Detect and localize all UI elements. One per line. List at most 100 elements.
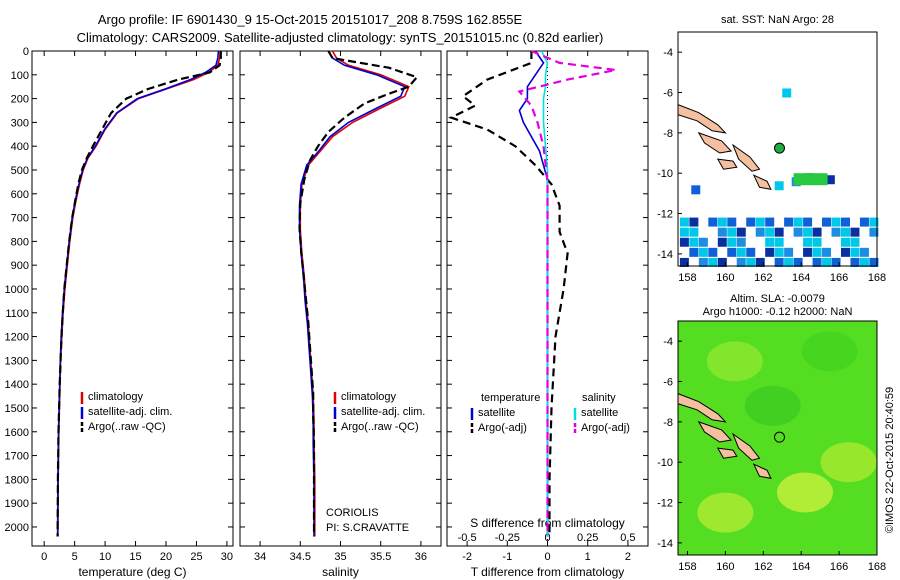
- sst-cell: [736, 247, 746, 257]
- header-line1: Argo profile: IF 6901430_9 15-Oct-2015 2…: [98, 12, 523, 27]
- sst-cell: [698, 247, 708, 257]
- sst-cell: [840, 237, 850, 247]
- land-polygon: [677, 392, 727, 423]
- y-tick-label: 1800: [5, 474, 29, 486]
- sst-cell: [727, 227, 737, 237]
- x-tick-label: 2: [625, 551, 631, 563]
- sst-cell: [793, 217, 803, 227]
- x-tick-label: 35: [334, 551, 346, 563]
- y-tick-label: -12: [657, 498, 673, 510]
- x-tick-label: 10: [99, 551, 111, 563]
- x-tick-label: 34.5: [290, 551, 311, 563]
- sst-cell: [869, 257, 879, 267]
- sla-blob: [820, 442, 877, 483]
- sst-cell: [840, 247, 850, 257]
- y-tick-label: 700: [11, 213, 29, 225]
- x-tick-label: 25: [190, 551, 202, 563]
- sst-cell: [774, 247, 784, 257]
- y-tick-label: 1100: [5, 308, 29, 320]
- sst-cell: [679, 217, 689, 227]
- plots: 0100200300400500600700800900100011001200…: [5, 14, 887, 579]
- map-title: Argo h1000: -0.12 h2000: NaN: [703, 306, 853, 318]
- panel-difference: -2 -1 0 1 2T difference from climatology -0.5…: [446, 49, 649, 579]
- map-title: Altim. SLA: -0.0079: [730, 293, 825, 305]
- map-title: sat. SST: NaN Argo: 28: [721, 14, 834, 26]
- sst-cell: [784, 257, 794, 267]
- legend-label: climatology: [341, 391, 397, 403]
- land-polygon: [716, 158, 738, 170]
- legend-label: Argo(..raw -QC): [88, 421, 166, 433]
- sst-cell: [869, 227, 879, 237]
- panel-sst_map: 158 160 162 164 166 168 -4 -6 -8 -10 -12 -14 sat. SS…: [657, 14, 886, 284]
- x-tick-label: 158: [678, 561, 696, 573]
- sst-cell: [755, 227, 765, 237]
- sst-cell: [831, 257, 841, 267]
- legend-title: temperature: [481, 392, 540, 404]
- sst-cell: [746, 247, 756, 257]
- y-tick-label: -8: [663, 417, 673, 429]
- annotation-line: PI: S.CRAVATTE: [326, 522, 409, 534]
- y-tick-label: -6: [663, 88, 673, 100]
- x-tick-label: 164: [792, 561, 810, 573]
- sst-cell: [850, 247, 860, 257]
- sst-cell: [784, 217, 794, 227]
- sla-blob: [697, 492, 754, 533]
- y-tick-label: 600: [11, 189, 29, 201]
- legend-label: satellite: [581, 407, 618, 419]
- sst-cell: [782, 88, 792, 98]
- legend-label: satellite: [478, 407, 515, 419]
- x-tick-label: 0: [41, 551, 47, 563]
- series-line-3: [298, 50, 419, 537]
- y-tick-label: 800: [11, 236, 29, 248]
- sst-cell: [793, 227, 803, 237]
- y-tick-label: 1000: [5, 284, 29, 296]
- sst-cell: [822, 217, 832, 227]
- y-tick-label: 1500: [5, 403, 29, 415]
- y-tick-label: 0: [23, 46, 29, 58]
- legend-label: climatology: [88, 391, 144, 403]
- legend-title: salinity: [582, 392, 616, 404]
- header-line2: Climatology: CARS2009. Satellite-adjuste…: [77, 30, 604, 45]
- sst-cell: [689, 237, 699, 247]
- x-axis-label: temperature (deg C): [78, 565, 186, 579]
- map-frame: [677, 320, 878, 556]
- sst-cell: [746, 257, 756, 267]
- series-line-1: [57, 50, 221, 537]
- sst-cell: [774, 237, 784, 247]
- s-tick-label: -0.5: [458, 532, 477, 544]
- x-axis-label: T difference from climatology: [471, 565, 625, 579]
- panel-sla_map: 158 160 162 164 166 168 -4 -6 -8 -10 -12 -14 Altim. …: [657, 293, 886, 573]
- y-tick-label: 1600: [5, 427, 29, 439]
- sst-cell: [727, 237, 737, 247]
- land-polygon: [697, 131, 733, 154]
- sst-cell: [831, 227, 841, 237]
- x-axis-label: salinity: [322, 565, 359, 579]
- series-line-4: [517, 49, 617, 537]
- sst-cell: [736, 237, 746, 247]
- sst-cell: [727, 217, 737, 227]
- sst-cell: [850, 257, 860, 267]
- land-polygon: [731, 143, 761, 172]
- sst-cell: [708, 217, 718, 227]
- y-tick-label: 200: [11, 94, 29, 106]
- legend-label: Argo(-adj): [478, 422, 527, 434]
- x-tick-label: 34: [254, 551, 266, 563]
- x-tick-label: 36: [415, 551, 427, 563]
- x-tick-label: 158: [678, 272, 696, 284]
- series-line-1: [299, 50, 410, 537]
- y-tick-label: 1700: [5, 451, 29, 463]
- x-tick-label: 162: [754, 272, 772, 284]
- sst-cell: [765, 217, 775, 227]
- argo-float-marker: [773, 142, 785, 154]
- sla-blob: [801, 331, 858, 372]
- sst-cell: [784, 247, 794, 257]
- x-tick-label: 166: [830, 272, 848, 284]
- y-tick-label: 500: [11, 165, 29, 177]
- y-tick-label: 300: [11, 117, 29, 129]
- sst-cell: [831, 217, 841, 227]
- land-polygon: [697, 420, 733, 443]
- sst-cell: [859, 247, 869, 257]
- y-tick-label: 100: [11, 70, 29, 82]
- y-tick-label: -12: [657, 209, 673, 221]
